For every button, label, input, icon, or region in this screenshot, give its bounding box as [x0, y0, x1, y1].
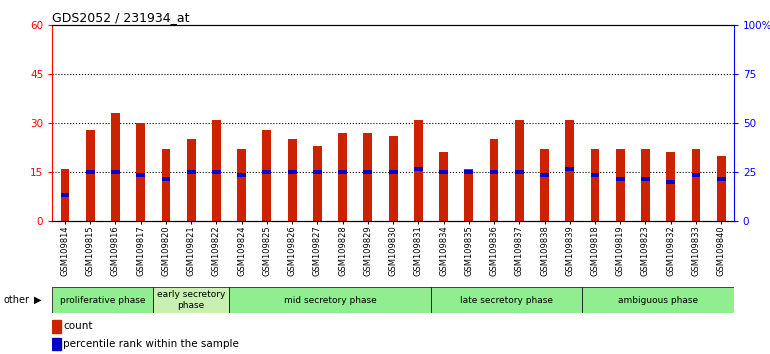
Bar	[237, 149, 246, 221]
Bar	[237, 173, 246, 177]
Text: ambiguous phase: ambiguous phase	[618, 296, 698, 304]
Bar	[666, 153, 675, 221]
Bar	[338, 170, 347, 174]
Bar	[414, 120, 423, 221]
Text: mid secretory phase: mid secretory phase	[283, 296, 377, 304]
Bar	[187, 170, 196, 174]
Bar	[439, 170, 448, 174]
Bar	[582, 287, 734, 313]
Bar	[515, 120, 524, 221]
Bar	[313, 170, 322, 174]
Bar	[431, 287, 582, 313]
Bar	[616, 177, 624, 181]
Bar	[162, 149, 170, 221]
Bar	[85, 170, 95, 174]
Bar	[153, 287, 229, 313]
Bar	[52, 287, 153, 313]
Bar	[540, 173, 549, 177]
Bar	[363, 170, 372, 174]
Bar	[212, 120, 221, 221]
Bar	[61, 193, 69, 197]
Bar	[666, 180, 675, 184]
Bar	[52, 338, 61, 350]
Bar	[565, 120, 574, 221]
Bar	[212, 170, 221, 174]
Bar	[111, 170, 120, 174]
Bar	[162, 177, 170, 181]
Bar	[389, 136, 397, 221]
Text: late secretory phase: late secretory phase	[460, 296, 553, 304]
Bar	[464, 169, 474, 221]
Text: count: count	[63, 321, 92, 331]
Bar	[691, 173, 701, 177]
Bar	[187, 139, 196, 221]
Bar	[288, 139, 296, 221]
Bar	[263, 170, 271, 174]
Bar	[229, 287, 431, 313]
Text: proliferative phase: proliferative phase	[60, 296, 146, 304]
Bar	[363, 133, 372, 221]
Bar	[439, 153, 448, 221]
Bar	[717, 177, 725, 181]
Bar	[136, 173, 145, 177]
Text: other: other	[4, 295, 30, 305]
Bar	[136, 123, 145, 221]
Bar	[263, 130, 271, 221]
Text: early secretory
phase: early secretory phase	[157, 290, 226, 310]
Bar	[641, 149, 650, 221]
Bar	[52, 320, 61, 333]
Bar	[717, 156, 725, 221]
Bar	[691, 149, 701, 221]
Bar	[85, 130, 95, 221]
Bar	[591, 173, 599, 177]
Bar	[61, 169, 69, 221]
Text: percentile rank within the sample: percentile rank within the sample	[63, 339, 239, 349]
Text: GDS2052 / 231934_at: GDS2052 / 231934_at	[52, 11, 190, 24]
Bar	[464, 170, 474, 174]
Bar	[313, 146, 322, 221]
Bar	[515, 170, 524, 174]
Bar	[490, 170, 498, 174]
Bar	[540, 149, 549, 221]
Bar	[591, 149, 599, 221]
Bar	[288, 170, 296, 174]
Bar	[338, 133, 347, 221]
Bar	[641, 177, 650, 181]
Bar	[490, 139, 498, 221]
Bar	[565, 167, 574, 171]
Bar	[616, 149, 624, 221]
Bar	[389, 170, 397, 174]
Bar	[111, 113, 120, 221]
Text: ▶: ▶	[34, 295, 42, 305]
Bar	[414, 167, 423, 171]
